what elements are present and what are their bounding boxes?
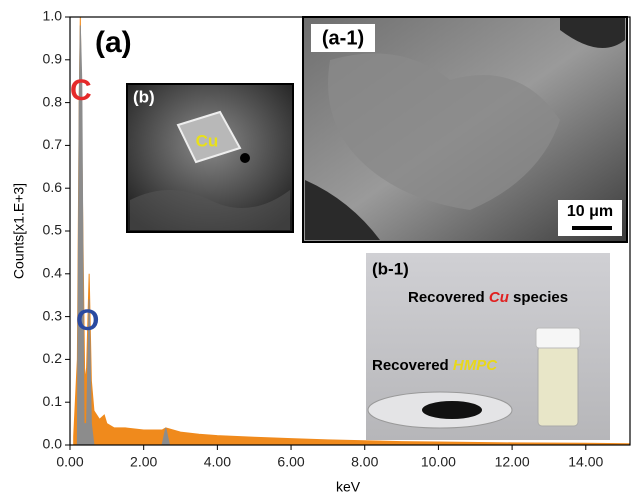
cu-caption: Recovered Cu species [408, 289, 568, 306]
chart: 0.0 0.1 0.2 0.3 0.4 0.5 0.6 0.7 0.8 0.9 1.0 0.00 2.0… [0, 0, 632, 496]
peak-label: C [70, 74, 92, 107]
y-tick-label: 1.0 [43, 8, 63, 24]
vial-cap [536, 328, 580, 348]
inset-b: (b) Cu [127, 84, 293, 232]
inset-label: (b-1) [372, 259, 409, 278]
y-tick-label: 0.8 [43, 93, 63, 109]
caption-text: Recovered [372, 357, 453, 374]
y-tick-label: 0.6 [43, 179, 63, 195]
y-tick-label: 0.5 [43, 222, 63, 238]
x-tick-label: 4.00 [204, 454, 231, 470]
x-axis-label: keV [336, 479, 361, 495]
inset-b1: (b-1) Recovered Cu species Recovered HMP… [366, 253, 610, 440]
scale-text: 10 μm [567, 203, 613, 220]
y-tick-label: 0.2 [43, 350, 63, 366]
peak-label: O [76, 304, 99, 337]
y-tick-label: 0.1 [43, 393, 63, 409]
caption-text: Cu [489, 289, 509, 306]
caption-text: HMPC [453, 357, 498, 374]
inset-a1: (a-1) 10 μm [303, 17, 627, 242]
caption-text: species [509, 289, 568, 306]
caption-text: Recovered [408, 289, 489, 306]
cu-label: Cu [196, 131, 219, 150]
inset-label: (b) [133, 87, 155, 106]
x-tick-label: 10.00 [421, 454, 456, 470]
y-axis-label: Counts[x1.E+3] [11, 183, 27, 279]
pore [240, 153, 250, 163]
x-tick-label: 14.00 [568, 454, 603, 470]
hmpc-caption: Recovered HMPC [372, 357, 498, 374]
scale-bar [572, 226, 612, 230]
y-tick-label: 0.7 [43, 136, 63, 152]
hmpc-sample [422, 401, 482, 419]
x-tick-label: 6.00 [277, 454, 304, 470]
x-tick-label: 2.00 [130, 454, 157, 470]
x-tick-label: 0.00 [56, 454, 83, 470]
y-tick-label: 0.3 [43, 307, 63, 323]
x-tick-label: 12.00 [495, 454, 530, 470]
vial [538, 346, 578, 426]
x-tick-label: 8.00 [351, 454, 378, 470]
y-tick-label: 0.4 [43, 265, 63, 281]
y-tick-label: 0.9 [43, 51, 63, 67]
inset-label: (a-1) [322, 27, 364, 49]
y-tick-label: 0.0 [43, 436, 63, 452]
panel-label: (a) [95, 26, 132, 59]
